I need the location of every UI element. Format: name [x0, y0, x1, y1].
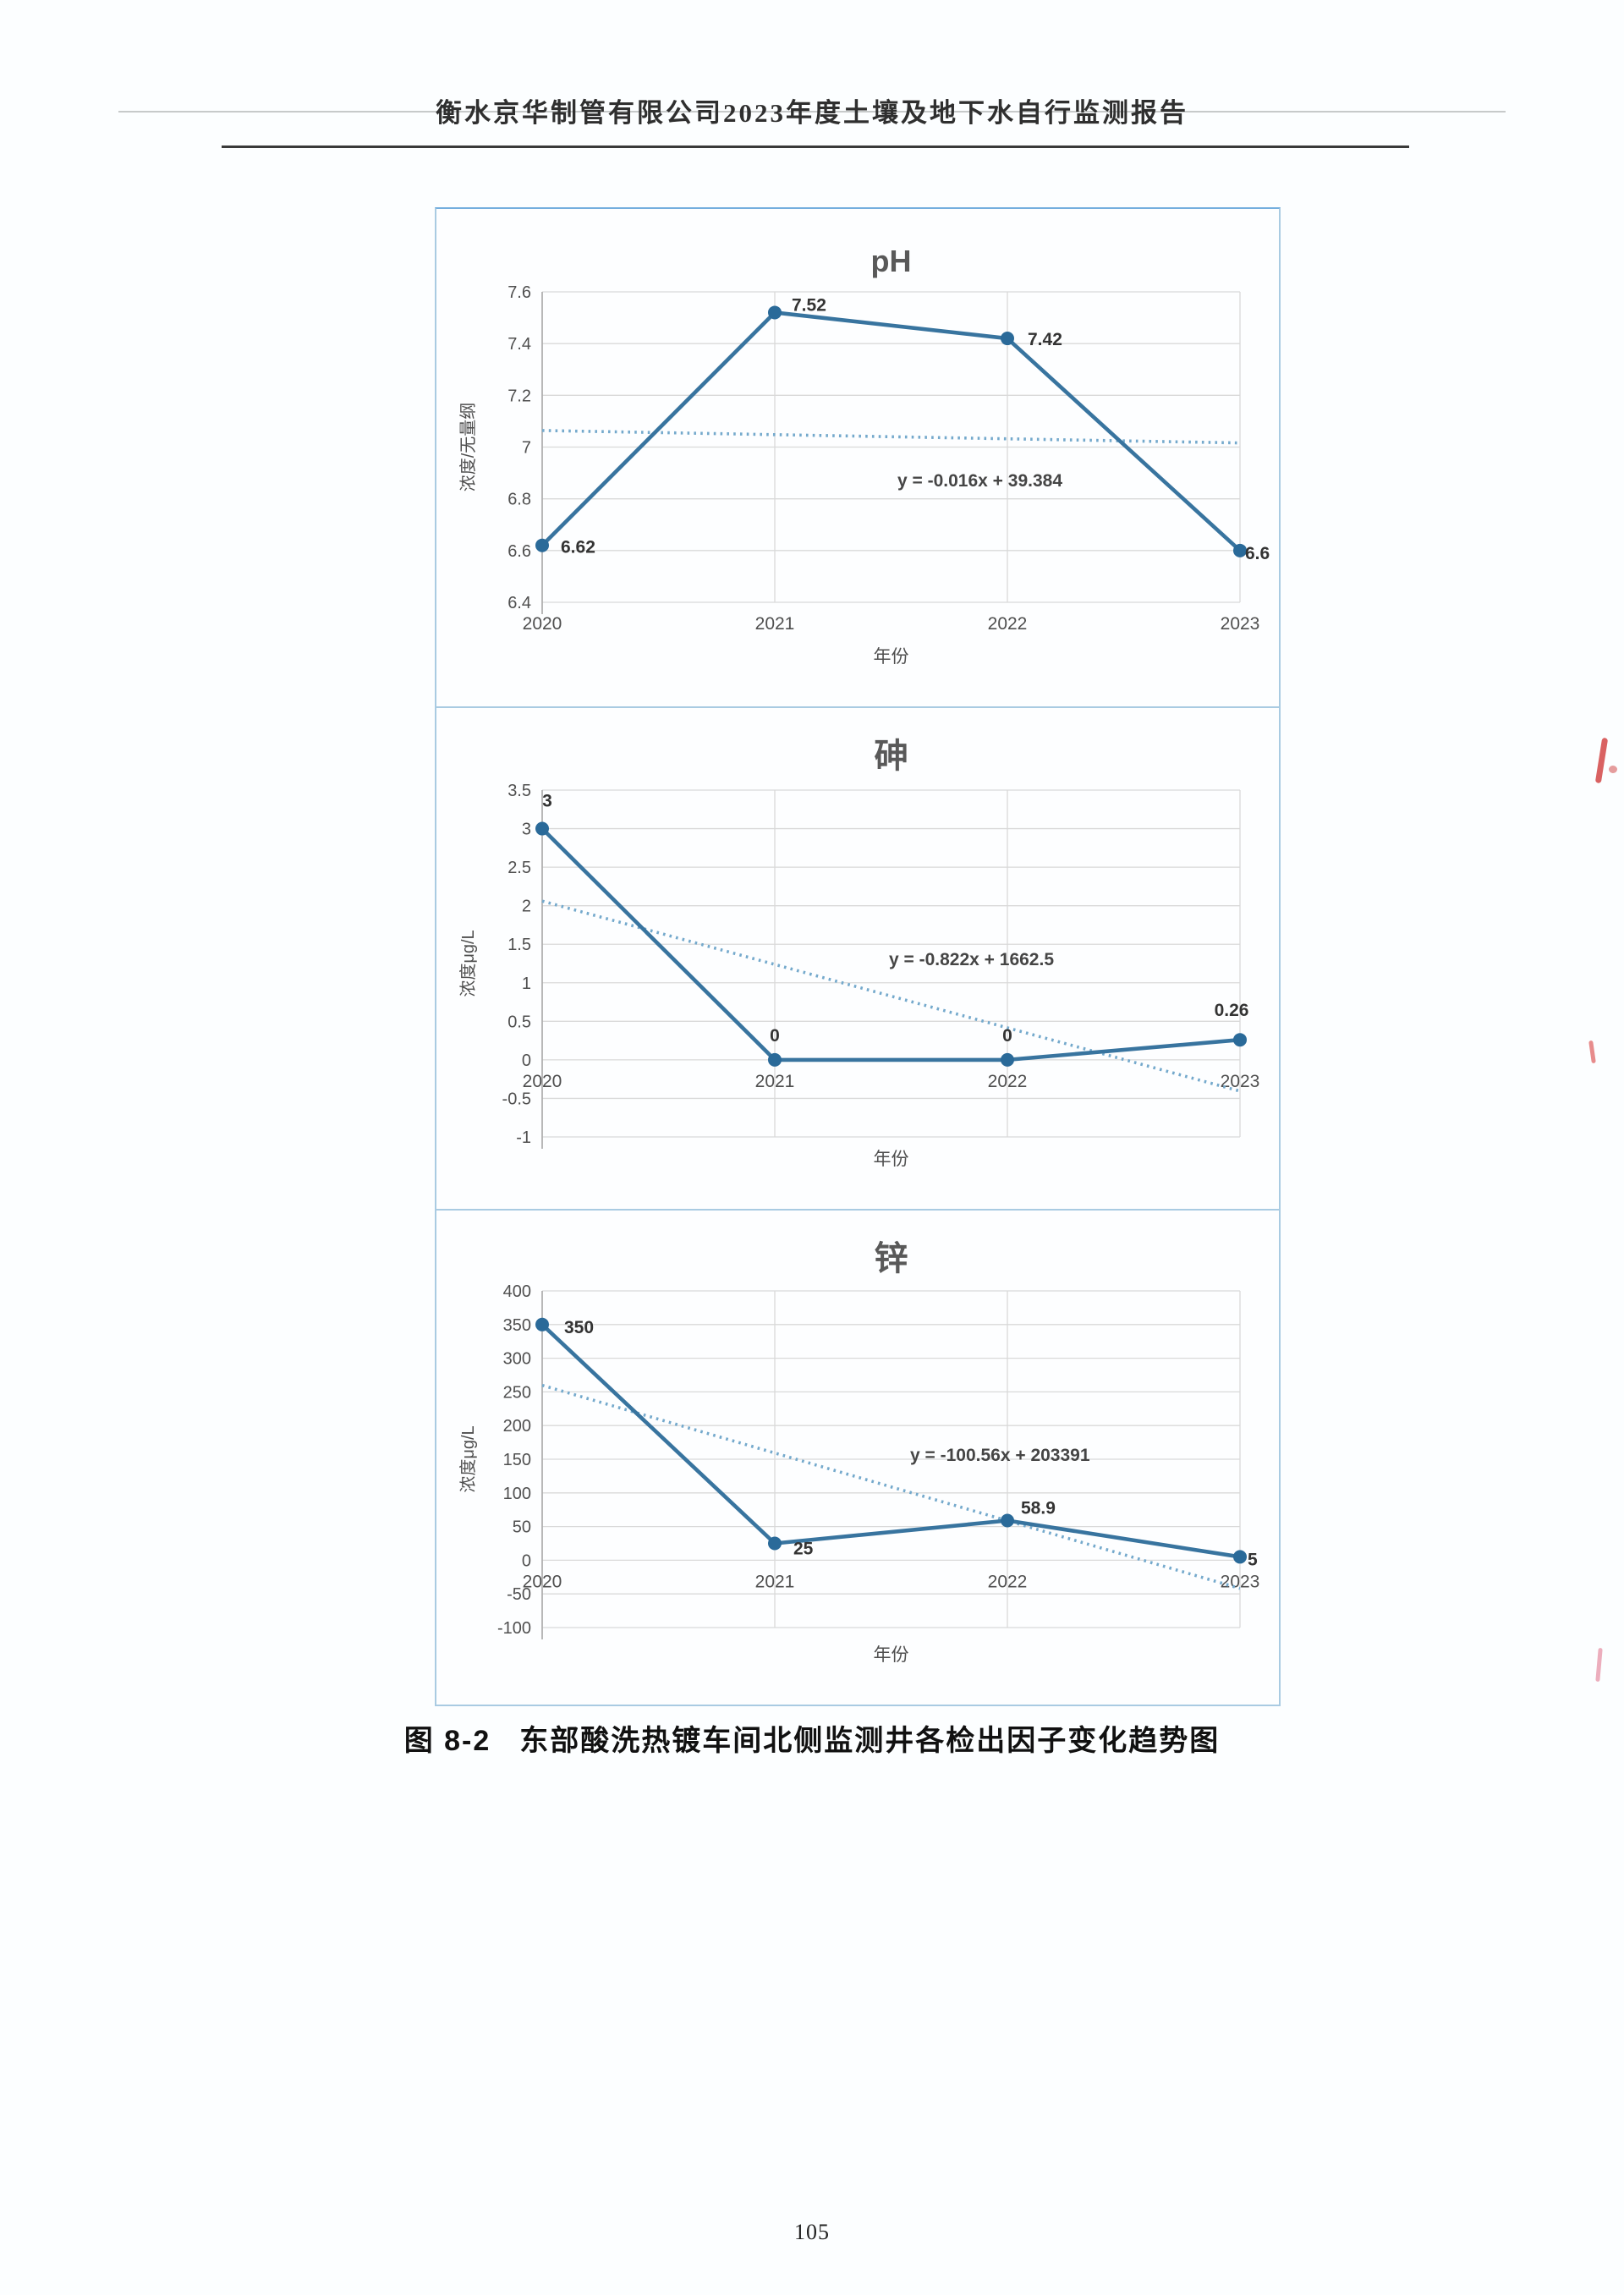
svg-text:-1: -1	[516, 1128, 531, 1147]
svg-text:2022: 2022	[988, 1072, 1028, 1091]
ph-chart-box: pH 7.6 7.4 7.2 7 6.8 6.6 6.4 2020 2021 2022 2023 6.6…	[435, 207, 1281, 708]
page-number: 105	[794, 2220, 830, 2244]
figure-caption: 图 8-2 东部酸洗热镀车间北侧监测井各检出因子变化趋势图	[0, 1717, 1624, 1759]
svg-text:0.5: 0.5	[508, 1013, 531, 1031]
svg-text:2021: 2021	[755, 614, 795, 634]
svg-text:100: 100	[503, 1485, 531, 1503]
zinc-trend-chart: 锌 400 350 300 250 200 150 100 50 0 -50 -100 2020 2021…	[458, 1240, 1260, 1665]
svg-text:6.6: 6.6	[508, 542, 531, 561]
svg-text:2020: 2020	[523, 614, 562, 634]
svg-text:2023: 2023	[1221, 1572, 1260, 1591]
svg-text:2020: 2020	[523, 1572, 562, 1591]
red-pen-mark-1	[1594, 737, 1609, 784]
svg-text:-100: -100	[497, 1619, 531, 1638]
figure-caption-text: 东部酸洗热镀车间北侧监测井各检出因子变化趋势图	[519, 1725, 1221, 1757]
svg-text:2023: 2023	[1221, 614, 1260, 634]
svg-text:2: 2	[522, 898, 531, 916]
svg-text:0: 0	[1002, 1026, 1012, 1046]
svg-text:0: 0	[770, 1026, 780, 1046]
svg-text:7.2: 7.2	[508, 387, 531, 405]
svg-text:1.5: 1.5	[508, 936, 531, 954]
svg-text:pH: pH	[871, 244, 912, 278]
svg-text:250: 250	[503, 1383, 531, 1402]
figure-chart-stack: pH 7.6 7.4 7.2 7 6.8 6.6 6.4 2020 2021 2022 2023 6.6…	[435, 207, 1281, 1706]
svg-text:年份: 年份	[874, 1150, 909, 1169]
svg-text:年份: 年份	[874, 1645, 909, 1665]
svg-text:0: 0	[522, 1551, 531, 1570]
svg-text:2022: 2022	[988, 614, 1028, 634]
arsenic-trend-chart: 砷 3.5 3 2.5 2 1.5 1 0.5 0 -0.5 -1 2020 2021 2022 2023 3…	[458, 738, 1260, 1169]
svg-text:400: 400	[503, 1282, 531, 1301]
svg-text:0: 0	[522, 1051, 531, 1070]
red-pen-mark-3	[1595, 1647, 1603, 1683]
svg-text:150: 150	[503, 1451, 531, 1469]
svg-text:1: 1	[522, 975, 531, 993]
svg-text:6.8: 6.8	[508, 491, 531, 509]
svg-text:2021: 2021	[755, 1072, 795, 1091]
svg-text:2.5: 2.5	[508, 859, 531, 877]
svg-text:7.6: 7.6	[508, 283, 531, 302]
figure-caption-number: 图 8-2	[403, 1725, 491, 1757]
header-top-rule	[118, 111, 1506, 113]
svg-text:浓度μg/L: 浓度μg/L	[458, 930, 478, 997]
svg-text:3: 3	[522, 821, 531, 839]
svg-text:浓度μg/L: 浓度μg/L	[458, 1425, 478, 1492]
svg-text:y = -0.016x + 39.384: y = -0.016x + 39.384	[897, 471, 1062, 491]
svg-text:年份: 年份	[874, 647, 909, 667]
svg-text:2020: 2020	[523, 1072, 562, 1091]
svg-text:0.26: 0.26	[1215, 1001, 1249, 1020]
red-pen-mark-1b	[1609, 766, 1617, 773]
svg-text:3: 3	[542, 792, 552, 811]
svg-text:y = -100.56x + 203391: y = -100.56x + 203391	[910, 1446, 1090, 1465]
svg-text:6.6: 6.6	[1245, 544, 1270, 563]
svg-text:浓度/无量纲: 浓度/无量纲	[458, 403, 478, 492]
svg-text:50: 50	[513, 1518, 531, 1537]
svg-text:2021: 2021	[755, 1572, 795, 1591]
svg-text:3.5: 3.5	[508, 782, 531, 800]
svg-text:25: 25	[793, 1540, 814, 1559]
svg-text:7.42: 7.42	[1028, 330, 1062, 349]
svg-text:-0.5: -0.5	[502, 1090, 531, 1108]
svg-text:300: 300	[503, 1350, 531, 1369]
svg-text:锌: 锌	[875, 1240, 908, 1277]
svg-text:5: 5	[1248, 1550, 1258, 1569]
svg-text:-50: -50	[507, 1585, 531, 1604]
svg-text:砷: 砷	[875, 738, 908, 775]
svg-text:2023: 2023	[1221, 1072, 1260, 1091]
svg-text:58.9: 58.9	[1021, 1499, 1056, 1518]
svg-text:6.62: 6.62	[561, 538, 595, 557]
svg-text:6.4: 6.4	[508, 594, 531, 612]
svg-text:7.4: 7.4	[508, 335, 531, 354]
zinc-chart-box: 锌 400 350 300 250 200 150 100 50 0 -50 -100 2020 2021…	[435, 1209, 1281, 1706]
svg-text:350: 350	[503, 1316, 531, 1335]
svg-text:350: 350	[564, 1318, 594, 1337]
svg-text:2022: 2022	[988, 1572, 1028, 1591]
svg-text:7: 7	[522, 439, 531, 458]
red-pen-mark-2	[1588, 1040, 1596, 1064]
ph-trend-chart: pH 7.6 7.4 7.2 7 6.8 6.6 6.4 2020 2021 2022 2023 6.6…	[458, 244, 1270, 667]
svg-text:7.52: 7.52	[792, 295, 826, 315]
report-header-title: 衡水京华制管有限公司2023年度土壤及地下水自行监测报告	[436, 98, 1188, 128]
svg-text:200: 200	[503, 1417, 531, 1436]
svg-text:y = -0.822x + 1662.5: y = -0.822x + 1662.5	[889, 950, 1054, 969]
header-underline	[222, 145, 1409, 148]
arsenic-chart-box: 砷 3.5 3 2.5 2 1.5 1 0.5 0 -0.5 -1 2020 2021 2022 2023 3…	[435, 706, 1281, 1211]
